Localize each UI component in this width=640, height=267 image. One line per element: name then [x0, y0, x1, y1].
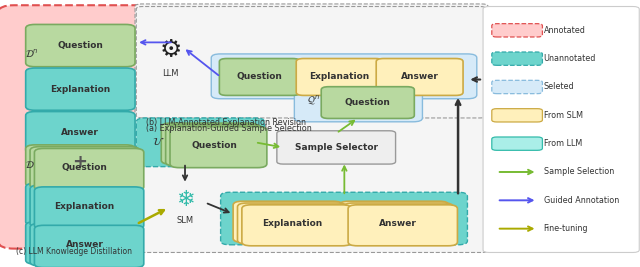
- FancyBboxPatch shape: [166, 125, 262, 166]
- FancyBboxPatch shape: [321, 87, 414, 119]
- FancyBboxPatch shape: [170, 127, 267, 168]
- Text: Annotated: Annotated: [543, 26, 586, 35]
- Text: From LLM: From LLM: [543, 139, 582, 148]
- FancyBboxPatch shape: [348, 205, 458, 246]
- FancyBboxPatch shape: [237, 203, 347, 244]
- FancyBboxPatch shape: [136, 118, 264, 167]
- Text: Question: Question: [62, 163, 108, 172]
- Text: Question: Question: [345, 98, 390, 107]
- Text: Answer: Answer: [380, 219, 417, 228]
- FancyBboxPatch shape: [0, 5, 152, 249]
- Text: (a) Explanation-Guided Sample Selection: (a) Explanation-Guided Sample Selection: [146, 124, 312, 134]
- FancyBboxPatch shape: [35, 148, 144, 191]
- FancyBboxPatch shape: [136, 6, 486, 118]
- Text: Explanation: Explanation: [54, 202, 115, 211]
- Text: $\mathcal{Q}^n$: $\mathcal{Q}^n$: [307, 93, 320, 107]
- Text: Guided Annotation: Guided Annotation: [543, 196, 619, 205]
- FancyBboxPatch shape: [26, 222, 135, 264]
- Text: $\mathcal{D}$: $\mathcal{D}$: [25, 159, 35, 171]
- Text: Answer: Answer: [401, 72, 438, 81]
- FancyBboxPatch shape: [492, 52, 543, 65]
- FancyBboxPatch shape: [35, 187, 144, 229]
- Text: Question: Question: [58, 41, 103, 50]
- FancyBboxPatch shape: [492, 24, 543, 37]
- FancyBboxPatch shape: [30, 185, 140, 227]
- Text: Fine-tuning: Fine-tuning: [543, 224, 588, 233]
- Text: Question: Question: [191, 141, 237, 150]
- Text: Explanation: Explanation: [50, 85, 111, 94]
- Text: Question: Question: [237, 72, 283, 81]
- FancyBboxPatch shape: [339, 201, 449, 242]
- FancyBboxPatch shape: [233, 201, 342, 242]
- Text: Sample Selector: Sample Selector: [294, 143, 378, 152]
- FancyBboxPatch shape: [26, 112, 135, 154]
- Text: Explanation: Explanation: [310, 72, 370, 81]
- Text: Seleted: Seleted: [543, 83, 574, 92]
- FancyBboxPatch shape: [376, 58, 463, 95]
- Text: LLM: LLM: [163, 69, 179, 78]
- Text: $\mathcal{U}$: $\mathcal{U}$: [152, 135, 164, 147]
- Text: Answer: Answer: [61, 128, 99, 137]
- FancyBboxPatch shape: [277, 131, 396, 164]
- FancyBboxPatch shape: [30, 223, 140, 266]
- FancyBboxPatch shape: [221, 192, 467, 245]
- FancyBboxPatch shape: [492, 80, 543, 94]
- FancyBboxPatch shape: [35, 225, 144, 267]
- FancyBboxPatch shape: [220, 58, 300, 95]
- FancyBboxPatch shape: [483, 6, 639, 253]
- Text: ❄: ❄: [176, 190, 195, 210]
- FancyBboxPatch shape: [26, 145, 135, 187]
- FancyBboxPatch shape: [492, 137, 543, 150]
- Text: (b) LLM-Annotated Explanation Revision: (b) LLM-Annotated Explanation Revision: [146, 118, 306, 127]
- FancyBboxPatch shape: [135, 4, 488, 253]
- FancyBboxPatch shape: [492, 109, 543, 122]
- Text: Sample Selection: Sample Selection: [543, 167, 614, 176]
- FancyBboxPatch shape: [294, 83, 422, 122]
- FancyBboxPatch shape: [161, 123, 258, 164]
- FancyBboxPatch shape: [26, 68, 135, 110]
- FancyBboxPatch shape: [30, 147, 140, 189]
- FancyBboxPatch shape: [242, 205, 351, 246]
- FancyBboxPatch shape: [296, 58, 383, 95]
- FancyBboxPatch shape: [211, 54, 477, 99]
- Text: (c) LLM Knowledge Distillation: (c) LLM Knowledge Distillation: [16, 247, 132, 256]
- FancyBboxPatch shape: [26, 183, 135, 226]
- Text: Unannotated: Unannotated: [543, 54, 596, 63]
- Text: $\mathcal{D}^n$: $\mathcal{D}^n$: [25, 48, 39, 60]
- Text: SLM: SLM: [177, 216, 193, 225]
- Text: From SLM: From SLM: [543, 111, 582, 120]
- Text: Explanation: Explanation: [262, 219, 323, 228]
- Text: ⚙: ⚙: [159, 38, 182, 62]
- FancyBboxPatch shape: [26, 25, 135, 67]
- FancyBboxPatch shape: [344, 203, 453, 244]
- Text: Answer: Answer: [66, 240, 104, 249]
- Text: +: +: [72, 152, 88, 171]
